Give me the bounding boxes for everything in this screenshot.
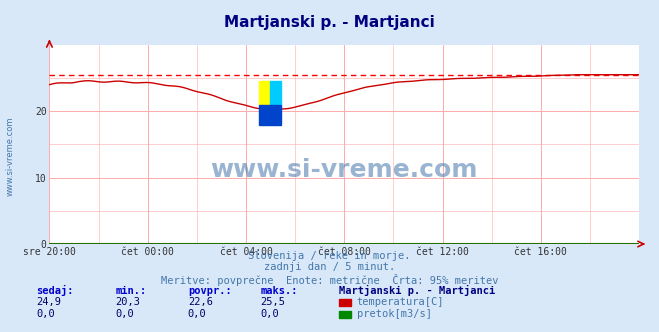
Text: Martjanski p. - Martjanci: Martjanski p. - Martjanci (224, 15, 435, 30)
Text: 0,0: 0,0 (260, 309, 279, 319)
Text: pretok[m3/s]: pretok[m3/s] (357, 309, 432, 319)
Text: 24,9: 24,9 (36, 297, 61, 307)
Polygon shape (270, 81, 281, 105)
Text: 0,0: 0,0 (188, 309, 206, 319)
Text: Martjanski p. - Martjanci: Martjanski p. - Martjanci (339, 285, 496, 296)
Text: 0,0: 0,0 (115, 309, 134, 319)
Text: sedaj:: sedaj: (36, 285, 74, 296)
Text: www.si-vreme.com: www.si-vreme.com (211, 158, 478, 182)
Text: maks.:: maks.: (260, 286, 298, 296)
Text: povpr.:: povpr.: (188, 286, 231, 296)
Text: 0,0: 0,0 (36, 309, 55, 319)
Text: min.:: min.: (115, 286, 146, 296)
Text: 25,5: 25,5 (260, 297, 285, 307)
Text: temperatura[C]: temperatura[C] (357, 297, 444, 307)
Polygon shape (259, 105, 281, 124)
Polygon shape (259, 81, 270, 105)
Text: www.si-vreme.com: www.si-vreme.com (5, 116, 14, 196)
Text: Meritve: povprečne  Enote: metrične  Črta: 95% meritev: Meritve: povprečne Enote: metrične Črta:… (161, 274, 498, 286)
Text: zadnji dan / 5 minut.: zadnji dan / 5 minut. (264, 262, 395, 272)
Text: 22,6: 22,6 (188, 297, 213, 307)
Text: Slovenija / reke in morje.: Slovenija / reke in morje. (248, 251, 411, 261)
Text: 20,3: 20,3 (115, 297, 140, 307)
